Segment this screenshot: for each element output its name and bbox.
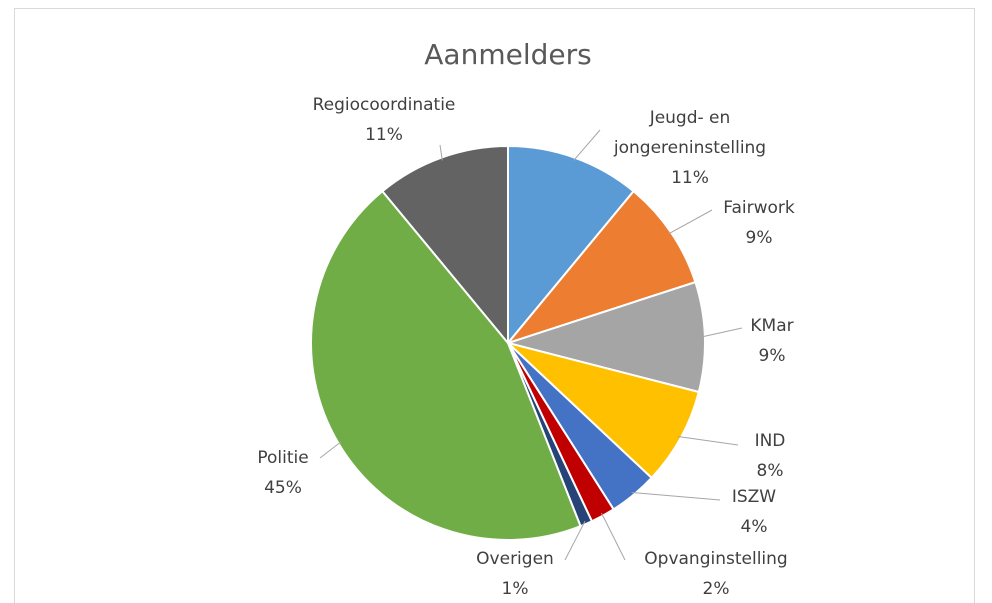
category-label: Fairwork	[723, 198, 795, 218]
data-label: Jeugd- en jongereninstelling 11%	[603, 103, 778, 193]
pie-slice	[504, 280, 706, 394]
pie-slice	[381, 144, 509, 346]
data-label: Opvanginstelling 2%	[626, 544, 806, 603]
category-label: Jeugd- en jongereninstelling	[613, 108, 767, 158]
category-label: KMar	[750, 316, 794, 336]
value-label: 45%	[264, 478, 302, 498]
pie	[310, 144, 706, 541]
pie-slice	[507, 144, 635, 346]
leader-line	[319, 441, 342, 459]
data-label: Overigen 1%	[465, 544, 565, 603]
chart-title: Aanmelders	[424, 38, 592, 71]
category-label: ISZW	[731, 487, 777, 507]
data-label: ISZW 4%	[704, 482, 804, 542]
leader-line	[631, 491, 721, 501]
data-label: Regiocoordinatie 11%	[284, 90, 484, 150]
leader-line	[573, 129, 601, 161]
category-label: IND	[754, 431, 786, 451]
leader-line	[701, 327, 743, 338]
leader-lines	[319, 129, 743, 561]
leader-line	[439, 144, 443, 161]
category-label: Regiocoordinatie	[312, 95, 456, 115]
data-label: KMar 9%	[722, 311, 822, 371]
value-label: 2%	[702, 579, 730, 599]
category-label: Overigen	[476, 549, 554, 569]
data-label: Fairwork 9%	[699, 193, 819, 253]
category-label: Politie	[257, 448, 309, 468]
category-label: Opvanginstelling	[644, 549, 788, 569]
leader-line	[677, 435, 739, 446]
leader-line	[668, 209, 713, 235]
value-label: 4%	[740, 517, 768, 537]
data-label: IND 8%	[720, 426, 820, 486]
pie-slice	[507, 342, 701, 480]
data-label: Politie 45%	[233, 443, 333, 503]
value-label: 8%	[756, 461, 784, 481]
chart-frame	[14, 8, 975, 603]
value-label: 1%	[501, 579, 529, 599]
value-label: 11%	[671, 168, 709, 188]
leader-line	[601, 512, 626, 561]
value-label: 11%	[365, 125, 403, 145]
value-label: 9%	[745, 228, 773, 248]
leader-line	[564, 520, 586, 561]
value-label: 9%	[758, 346, 786, 366]
